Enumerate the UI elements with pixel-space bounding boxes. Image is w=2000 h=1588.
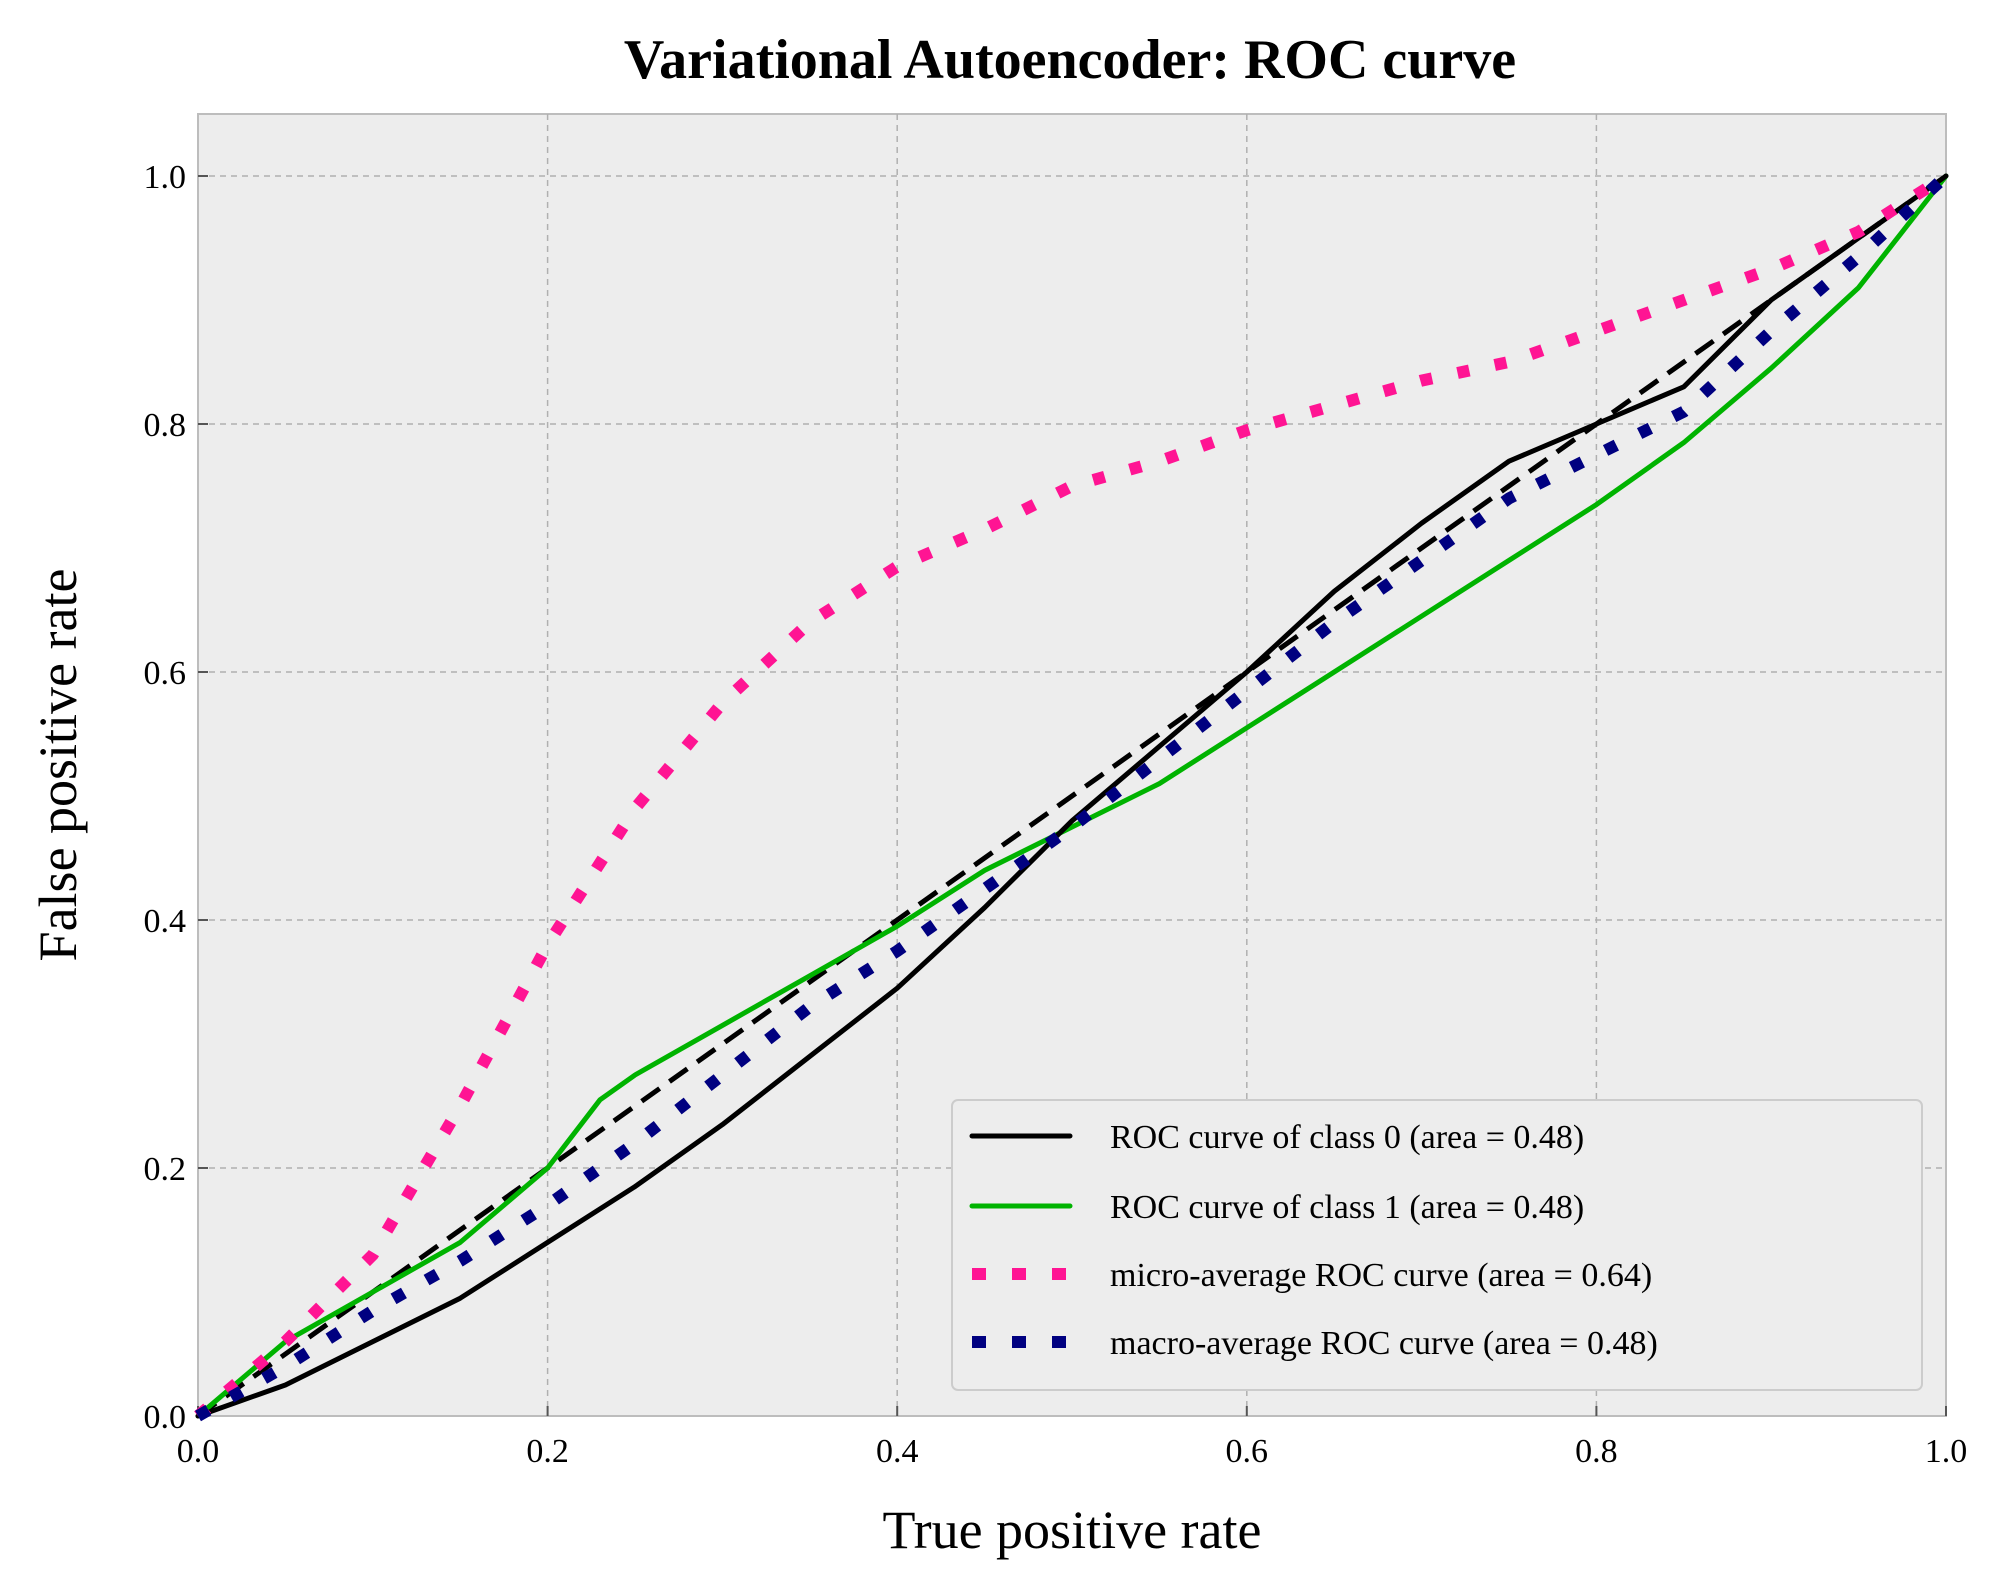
- x-tick-label: 1.0: [1925, 1433, 1968, 1470]
- y-axis-title: False positive rate: [28, 569, 88, 962]
- y-tick-label: 0.8: [144, 407, 187, 444]
- y-tick-label: 1.0: [144, 159, 187, 196]
- x-tick-label: 0.0: [177, 1433, 220, 1470]
- y-tick-label: 0.2: [144, 1151, 187, 1188]
- x-axis-title: True positive rate: [883, 1500, 1262, 1560]
- x-tick-label: 0.4: [876, 1433, 919, 1470]
- chance-diagonal-line: [196, 173, 1948, 1419]
- y-tick-label: 0.4: [144, 903, 187, 940]
- legend-label-class-0-roc-curve: ROC curve of class 0 (area = 0.48): [1110, 1119, 1584, 1156]
- class-1-roc-curve: [195, 173, 1949, 1419]
- series-layer: [194, 170, 1951, 1422]
- axis-ticks: 0.0 0.2 0.4 0.6 0.8 1.0 0.0 0.2 0.4 0.6 0.8 1.0: [144, 159, 1968, 1470]
- legend-box: [951, 1099, 1923, 1391]
- x-tick-label: 0.2: [526, 1433, 569, 1470]
- legend-label-macro-average-roc-curve: macro-average ROC curve (area = 0.48): [1110, 1325, 1658, 1362]
- y-tick-label: 0.0: [144, 1399, 187, 1436]
- class-0-roc-curve: [195, 173, 1949, 1419]
- legend: ROC curve of class 0 (area = 0.48) ROC cu…: [951, 1099, 1923, 1391]
- legend-label-class-1-roc-curve: ROC curve of class 1 (area = 0.48): [1110, 1189, 1584, 1226]
- x-tick-label: 0.8: [1575, 1433, 1618, 1470]
- x-tick-label: 0.6: [1226, 1433, 1269, 1470]
- y-tick-label: 0.6: [144, 655, 187, 692]
- legend-label-micro-average-roc-curve: micro-average ROC curve (area = 0.64): [1110, 1257, 1652, 1294]
- chart-title: Variational Autoencoder: ROC curve: [624, 29, 1516, 91]
